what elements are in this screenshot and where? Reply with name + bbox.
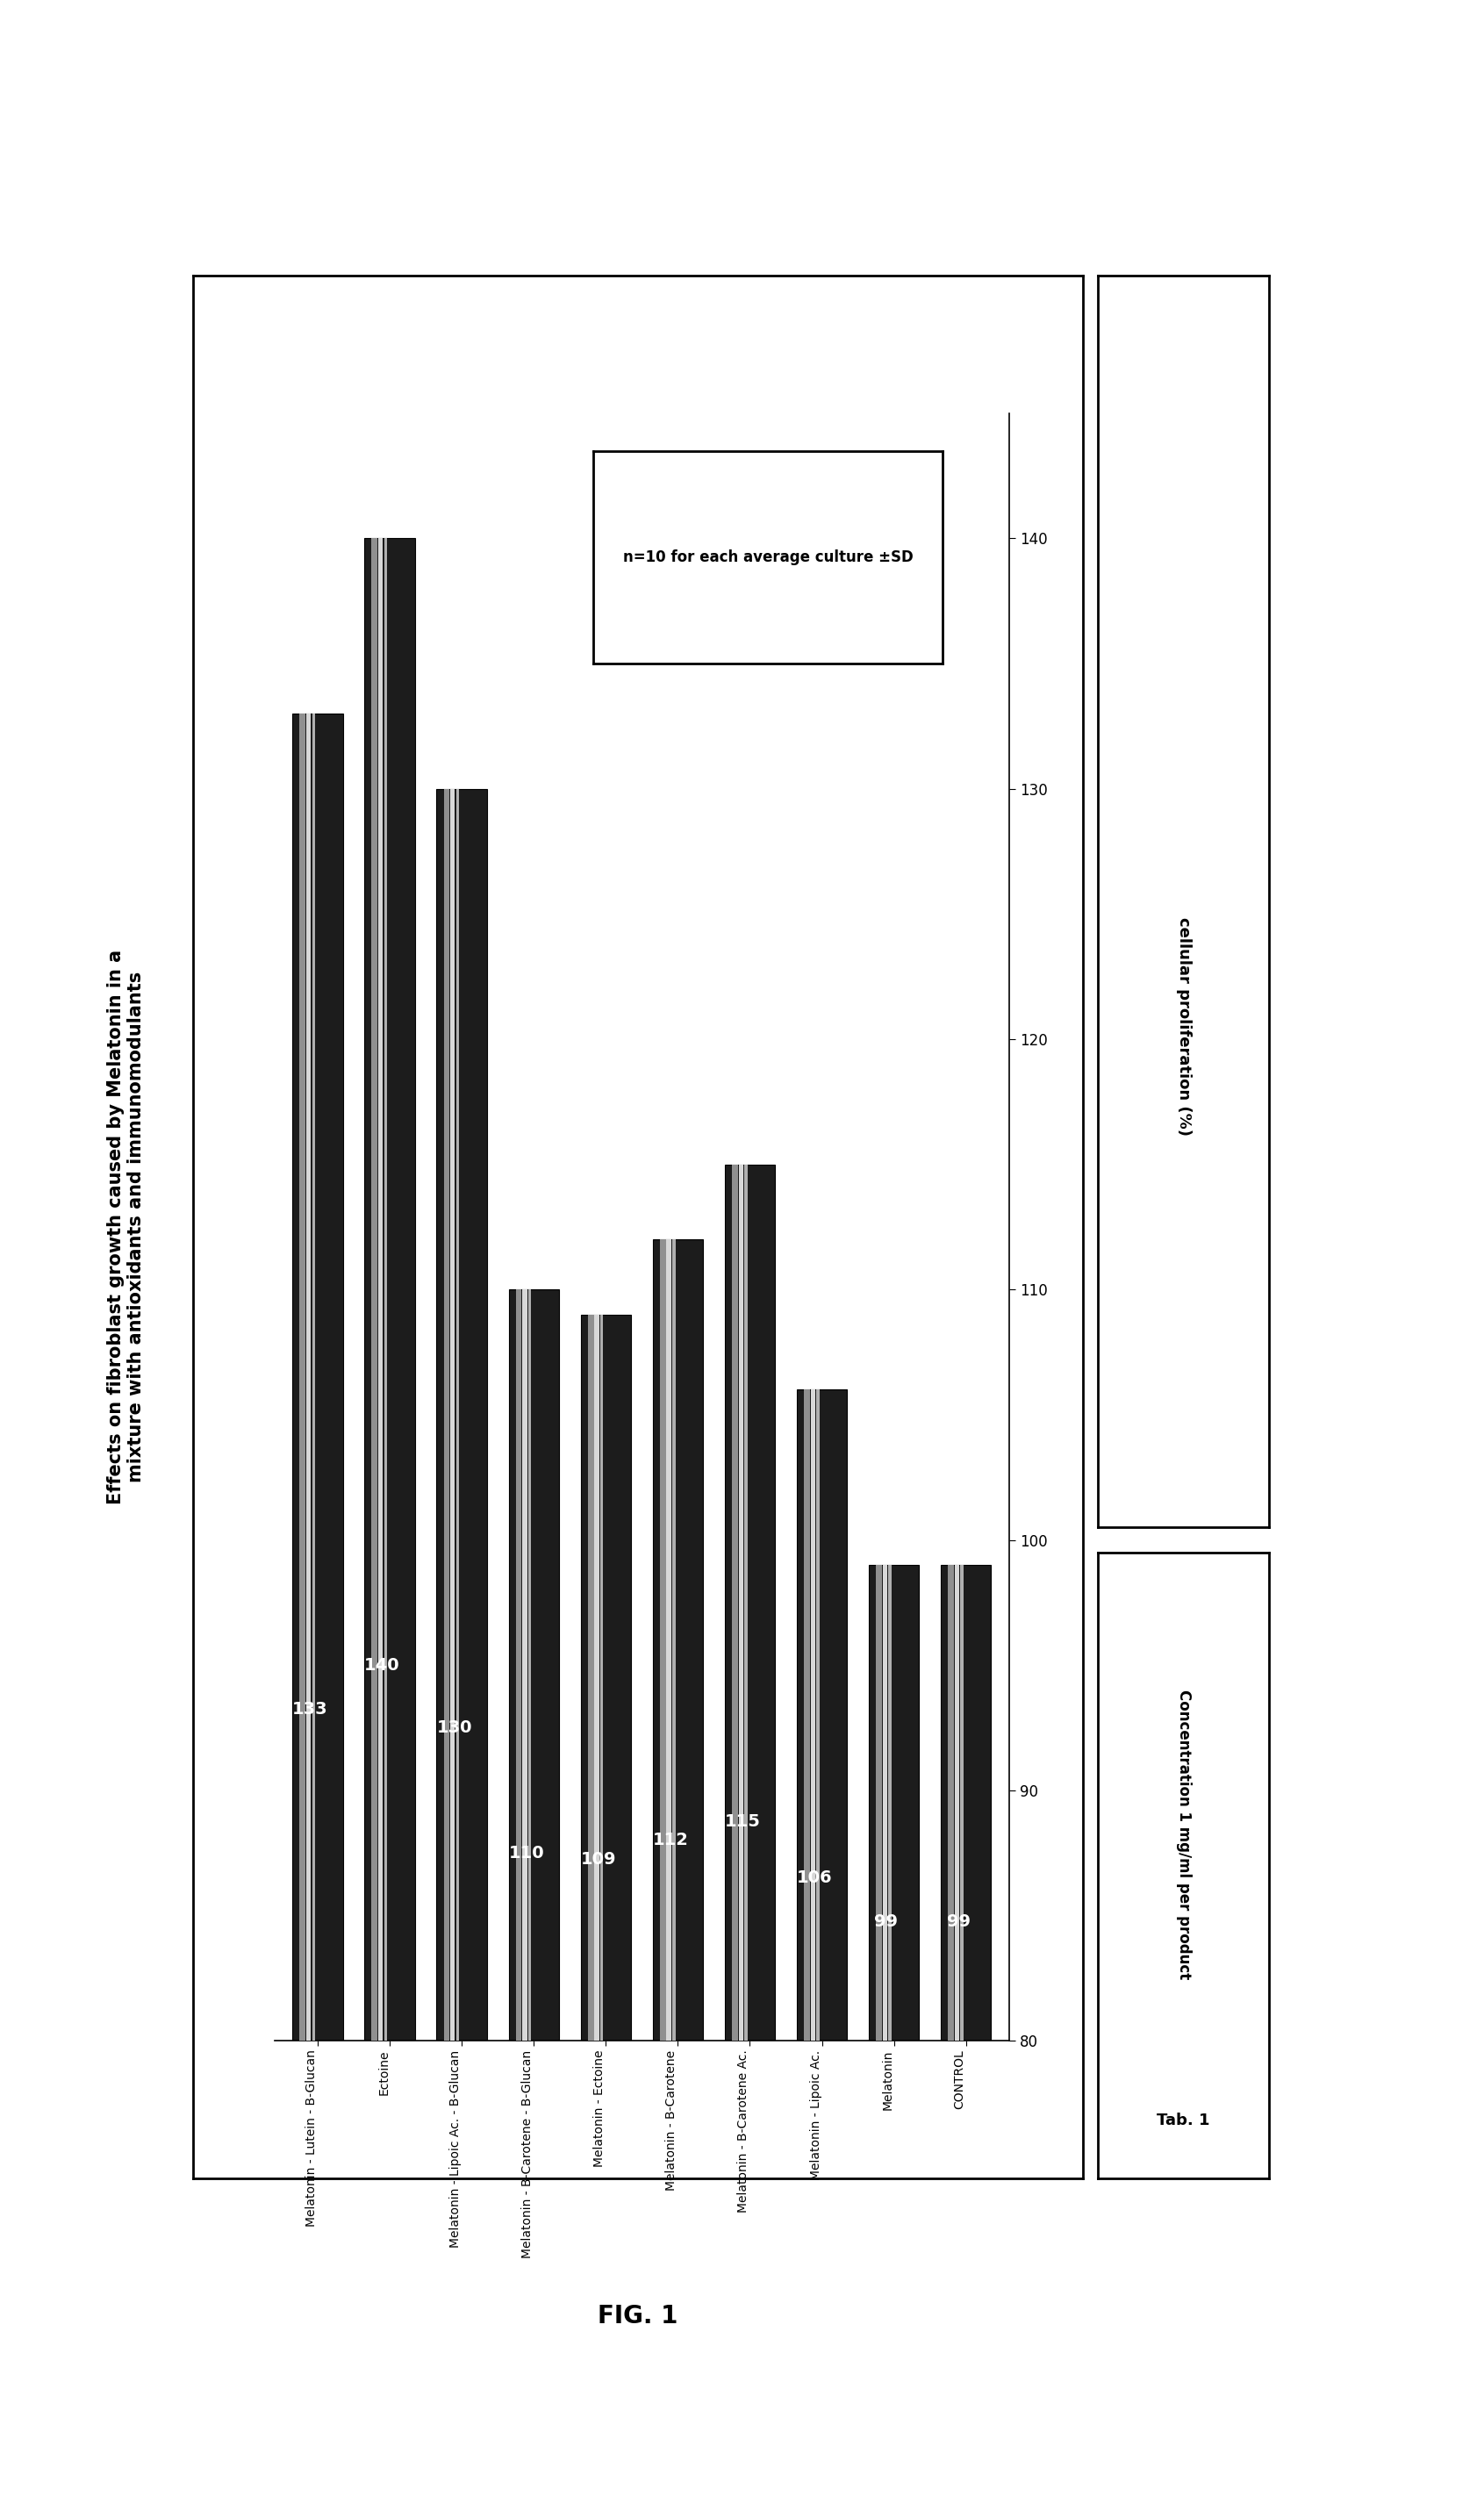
Bar xyxy=(745,1164,748,2041)
Bar xyxy=(509,1290,559,2041)
Bar xyxy=(797,1390,847,2041)
Bar xyxy=(436,789,487,2041)
Bar xyxy=(451,789,456,2041)
Bar xyxy=(672,1239,675,2041)
Text: Concentration 1 mg/ml per product: Concentration 1 mg/ml per product xyxy=(1175,1690,1192,1978)
Bar xyxy=(876,1565,881,2041)
Text: 99: 99 xyxy=(947,1913,971,1931)
Text: FIG. 1: FIG. 1 xyxy=(598,2304,678,2329)
Bar xyxy=(868,1565,919,2041)
Bar xyxy=(522,1290,527,2041)
Bar xyxy=(528,1290,531,2041)
Bar xyxy=(883,1565,887,2041)
Bar xyxy=(941,1565,991,2041)
Bar xyxy=(300,714,306,2041)
Text: 130: 130 xyxy=(436,1720,472,1735)
Bar xyxy=(724,1164,775,2041)
Bar xyxy=(960,1565,963,2041)
Text: cellular proliferation (%): cellular proliferation (%) xyxy=(1175,916,1192,1137)
Text: 110: 110 xyxy=(509,1845,545,1860)
Bar xyxy=(660,1239,666,2041)
Bar xyxy=(306,714,312,2041)
Bar xyxy=(444,789,450,2041)
Bar xyxy=(515,1290,522,2041)
Bar xyxy=(739,1164,743,2041)
Bar xyxy=(666,1239,671,2041)
Bar xyxy=(948,1565,954,2041)
Bar xyxy=(580,1315,631,2041)
Bar xyxy=(456,789,459,2041)
Bar xyxy=(371,538,377,2041)
Bar xyxy=(384,538,387,2041)
Text: 140: 140 xyxy=(365,1658,401,1673)
Bar xyxy=(810,1390,815,2041)
Text: 112: 112 xyxy=(653,1833,689,1848)
Bar xyxy=(954,1565,959,2041)
Bar xyxy=(816,1390,819,2041)
Bar xyxy=(312,714,315,2041)
Bar xyxy=(595,1315,600,2041)
Bar xyxy=(588,1315,594,2041)
Text: Tab. 1: Tab. 1 xyxy=(1158,2113,1209,2128)
Bar xyxy=(732,1164,738,2041)
Text: 106: 106 xyxy=(797,1870,833,1886)
Bar xyxy=(378,538,383,2041)
Text: Effects on fibroblast growth caused by Melatonin in a
mixture with antioxidants : Effects on fibroblast growth caused by M… xyxy=(107,949,145,1505)
Bar xyxy=(365,538,416,2041)
Bar xyxy=(653,1239,703,2041)
Text: 99: 99 xyxy=(874,1913,898,1931)
Bar xyxy=(804,1390,810,2041)
Bar xyxy=(600,1315,604,2041)
Text: 133: 133 xyxy=(292,1700,328,1718)
Bar xyxy=(292,714,343,2041)
Text: n=10 for each average culture ±SD: n=10 for each average culture ±SD xyxy=(623,548,913,566)
Bar xyxy=(889,1565,892,2041)
Text: 109: 109 xyxy=(580,1850,616,1868)
Text: 115: 115 xyxy=(724,1813,760,1830)
